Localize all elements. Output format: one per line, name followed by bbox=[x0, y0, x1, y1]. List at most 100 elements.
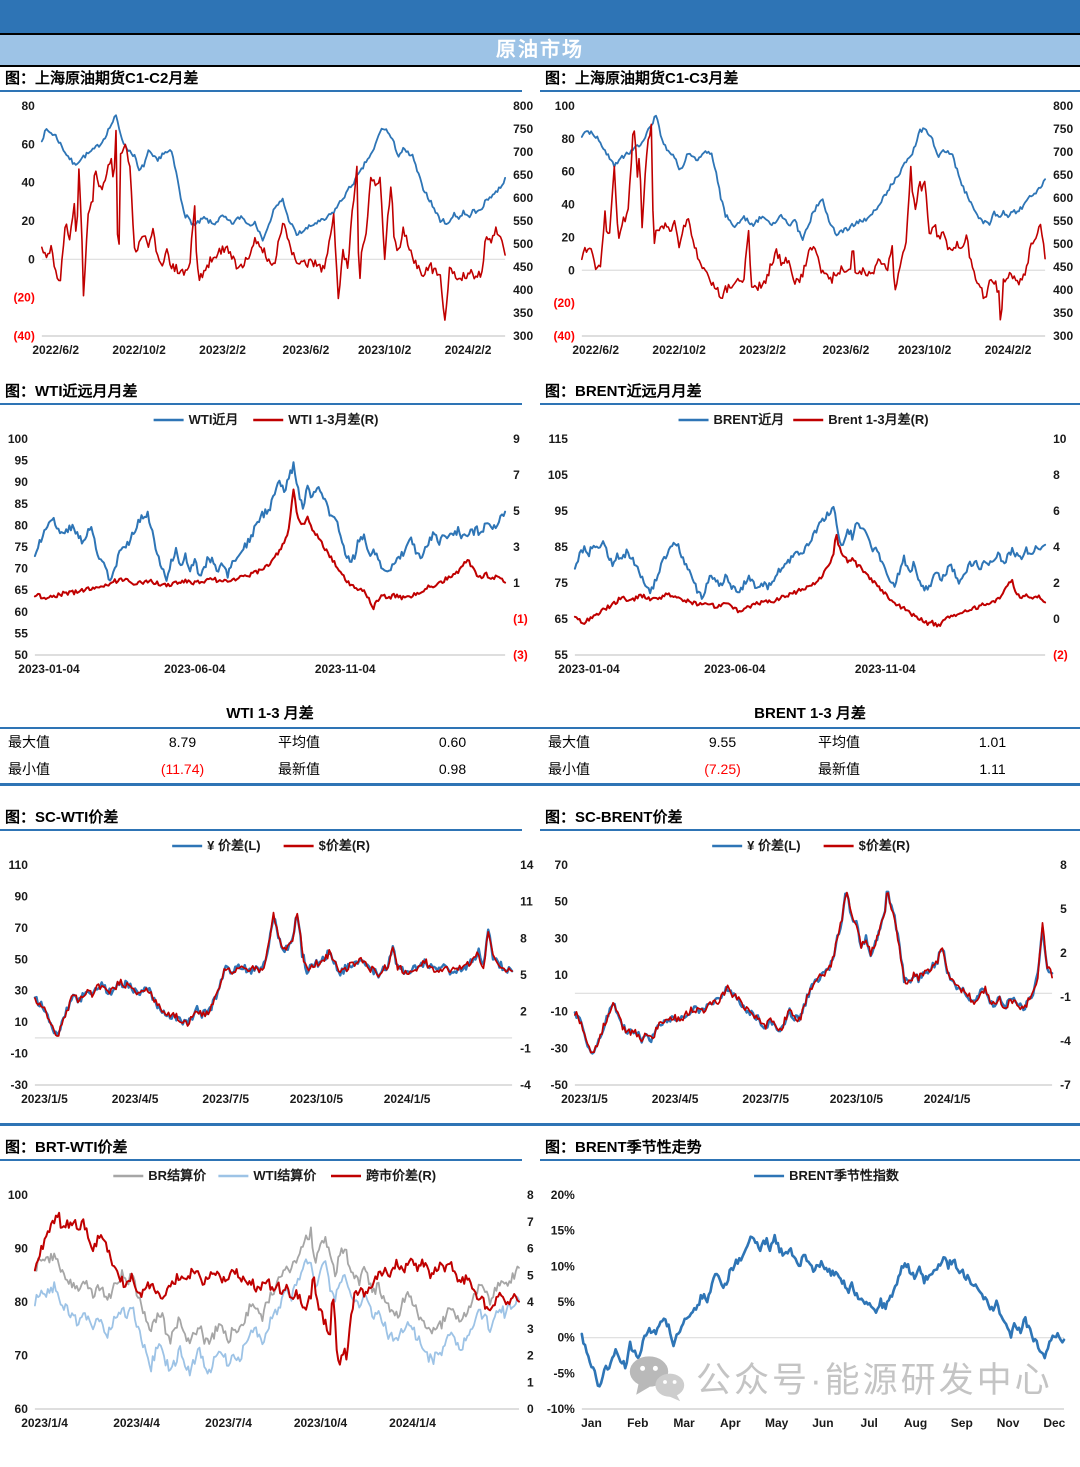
top-banner bbox=[0, 0, 1080, 35]
svg-text:2023-01-04: 2023-01-04 bbox=[18, 662, 80, 676]
svg-text:500: 500 bbox=[1053, 237, 1073, 251]
svg-text:10%: 10% bbox=[551, 1259, 575, 1273]
svg-text:55: 55 bbox=[15, 626, 29, 640]
panel-sh-c1c2: 图：上海原油期货C1-C2月差 80 60 40 20 0 (20) (40) 800 750 7… bbox=[0, 67, 540, 364]
svg-text:10: 10 bbox=[1053, 432, 1067, 446]
svg-text:2: 2 bbox=[1060, 946, 1067, 960]
svg-text:Apr: Apr bbox=[720, 1416, 741, 1430]
svg-text:7: 7 bbox=[527, 1215, 534, 1229]
chart-title-sh-c1c2: 图：上海原油期货C1-C2月差 bbox=[0, 67, 522, 92]
stat-value: 1.01 bbox=[978, 734, 1007, 750]
svg-text:-10%: -10% bbox=[547, 1402, 575, 1416]
svg-text:50: 50 bbox=[15, 648, 29, 662]
svg-text:2023/1/5: 2023/1/5 bbox=[561, 1092, 608, 1106]
line-chart-sc-brent: 70 50 30 10 -10 -30 -50 8 5 2 -1 -4 -7 2023/1/5 2023/4… bbox=[540, 831, 1080, 1113]
svg-text:15%: 15% bbox=[551, 1224, 575, 1238]
svg-text:0%: 0% bbox=[557, 1331, 575, 1345]
chart-title-brt-wti: 图：BRT-WTI价差 bbox=[0, 1136, 522, 1161]
svg-text:1: 1 bbox=[513, 576, 520, 590]
svg-text:20: 20 bbox=[561, 230, 575, 244]
svg-text:70: 70 bbox=[15, 921, 29, 935]
svg-text:6: 6 bbox=[527, 1242, 534, 1256]
svg-text:2023-11-04: 2023-11-04 bbox=[855, 662, 916, 676]
svg-text:2023/6/2: 2023/6/2 bbox=[283, 343, 330, 357]
svg-text:10: 10 bbox=[15, 1015, 29, 1029]
svg-text:80: 80 bbox=[561, 132, 575, 146]
svg-text:2023-06-04: 2023-06-04 bbox=[164, 662, 226, 676]
svg-text:$价差(R): $价差(R) bbox=[319, 838, 370, 853]
svg-text:2022/10/2: 2022/10/2 bbox=[112, 343, 166, 357]
svg-text:300: 300 bbox=[513, 329, 533, 343]
svg-text:WTI结算价: WTI结算价 bbox=[253, 1168, 317, 1183]
svg-text:2022/6/2: 2022/6/2 bbox=[32, 343, 79, 357]
panel-brent-spread: 图：BRENT近远月月差 115 105 95 85 75 65 55 10 8 6 4 2 0 (2) 2… bbox=[540, 380, 1080, 683]
svg-text:2023/10/2: 2023/10/2 bbox=[358, 343, 412, 357]
panel-sc-brent: 图：SC-BRENT价差 70 50 30 10 -10 -30 -50 8 5 2 -1 -4 -7 2… bbox=[540, 806, 1080, 1113]
line-chart-sc-wti: 110 90 70 50 30 10 -10 -30 14 11 8 5 2 -1 -4 2023/1/5 20… bbox=[0, 831, 540, 1113]
chart-title-brent-seasonal: 图：BRENT季节性走势 bbox=[540, 1136, 1080, 1161]
svg-text:(3): (3) bbox=[513, 648, 528, 662]
svg-text:40: 40 bbox=[561, 198, 575, 212]
spacer bbox=[0, 683, 1080, 701]
section-title-bar: 原油市场 bbox=[0, 35, 1080, 67]
stat-value: 0.60 bbox=[438, 734, 467, 750]
svg-text:350: 350 bbox=[1053, 306, 1073, 320]
svg-text:2023/10/2: 2023/10/2 bbox=[898, 343, 952, 357]
svg-text:65: 65 bbox=[555, 612, 569, 626]
svg-text:WTI近月: WTI近月 bbox=[189, 412, 239, 427]
spacer bbox=[0, 364, 1080, 380]
svg-text:BRENT近月: BRENT近月 bbox=[714, 412, 785, 427]
page-title: 原油市场 bbox=[496, 39, 584, 61]
svg-text:-50: -50 bbox=[551, 1078, 569, 1092]
svg-text:2023/10/5: 2023/10/5 bbox=[290, 1092, 344, 1106]
svg-text:-1: -1 bbox=[520, 1041, 531, 1055]
svg-text:650: 650 bbox=[513, 168, 533, 182]
stat-label: 平均值 bbox=[818, 734, 860, 750]
stat-label: 平均值 bbox=[278, 734, 320, 750]
svg-text:550: 550 bbox=[513, 214, 533, 228]
stat-label: 最大值 bbox=[8, 734, 50, 750]
svg-text:80: 80 bbox=[21, 99, 35, 113]
svg-text:30: 30 bbox=[15, 984, 29, 998]
stat-label: 最小值 bbox=[548, 761, 590, 777]
svg-text:70: 70 bbox=[555, 858, 569, 872]
svg-text:60: 60 bbox=[15, 605, 29, 619]
svg-text:2024/2/2: 2024/2/2 bbox=[985, 343, 1032, 357]
svg-text:5: 5 bbox=[1060, 902, 1067, 916]
svg-text:75: 75 bbox=[15, 540, 29, 554]
svg-text:115: 115 bbox=[549, 432, 569, 446]
svg-text:5: 5 bbox=[520, 968, 527, 982]
svg-text:¥ 价差(L): ¥ 价差(L) bbox=[747, 838, 800, 853]
stats-table-header: WTI 1-3 月差 BRENT 1-3 月差 bbox=[0, 701, 1080, 729]
svg-text:550: 550 bbox=[1053, 214, 1073, 228]
svg-text:70: 70 bbox=[15, 562, 29, 576]
svg-text:90: 90 bbox=[15, 1242, 29, 1256]
svg-text:8: 8 bbox=[1053, 468, 1060, 482]
svg-text:20%: 20% bbox=[551, 1188, 575, 1202]
svg-text:-30: -30 bbox=[11, 1078, 29, 1092]
svg-text:350: 350 bbox=[513, 306, 533, 320]
svg-text:500: 500 bbox=[513, 237, 533, 251]
svg-text:6: 6 bbox=[1053, 504, 1060, 518]
svg-text:2023-06-04: 2023-06-04 bbox=[704, 662, 766, 676]
svg-text:2023/7/5: 2023/7/5 bbox=[742, 1092, 789, 1106]
panel-brent-seasonal: 图：BRENT季节性走势 20% 15% 10% 5% 0% -5% -10% Jan Feb M… bbox=[540, 1136, 1080, 1437]
svg-text:0: 0 bbox=[568, 263, 575, 277]
svg-text:2: 2 bbox=[527, 1349, 534, 1363]
svg-text:2024/1/5: 2024/1/5 bbox=[924, 1092, 971, 1106]
svg-text:50: 50 bbox=[555, 895, 569, 909]
svg-text:30: 30 bbox=[555, 931, 569, 945]
svg-text:600: 600 bbox=[1053, 191, 1073, 205]
stat-value: (11.74) bbox=[160, 761, 205, 777]
svg-text:(1): (1) bbox=[513, 612, 528, 626]
svg-text:65: 65 bbox=[15, 583, 29, 597]
chart-title-sc-brent: 图：SC-BRENT价差 bbox=[540, 806, 1080, 831]
chart-row-1: 图：上海原油期货C1-C2月差 80 60 40 20 0 (20) (40) 800 750 7… bbox=[0, 67, 1080, 364]
svg-text:2: 2 bbox=[1053, 576, 1060, 590]
line-chart-sh-c1c2: 80 60 40 20 0 (20) (40) 800 750 700 650 600 550 500 45… bbox=[0, 92, 540, 364]
svg-text:700: 700 bbox=[513, 145, 533, 159]
svg-text:5%: 5% bbox=[557, 1295, 575, 1309]
svg-text:650: 650 bbox=[1053, 168, 1073, 182]
svg-text:(20): (20) bbox=[553, 296, 574, 310]
line-chart-wti-spread: 100 95 90 85 80 75 70 65 60 55 50 9 7 5 3 1 (1) (3) 2023-0… bbox=[0, 405, 540, 683]
